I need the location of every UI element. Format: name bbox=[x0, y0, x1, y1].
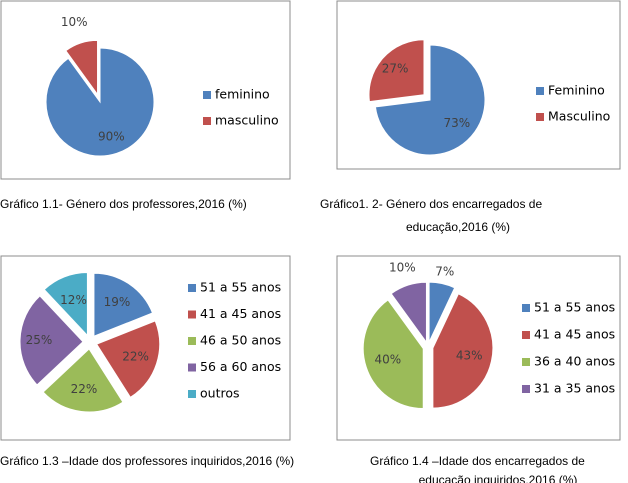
data-label: 43% bbox=[456, 349, 483, 363]
legend-label: Masculino bbox=[548, 109, 610, 124]
legend-swatch bbox=[522, 385, 530, 393]
pie-slice bbox=[368, 39, 425, 103]
legend-swatch bbox=[203, 117, 211, 125]
pie-slice bbox=[428, 281, 456, 343]
figure-caption: Gráfico1. 2- Género dos encarregados de bbox=[320, 197, 542, 211]
legend-label: 36 a 40 anos bbox=[534, 354, 615, 369]
legend-swatch bbox=[522, 358, 530, 366]
data-label: 40% bbox=[375, 353, 402, 367]
legend-label: 51 a 55 anos bbox=[534, 300, 615, 315]
pie-slice bbox=[19, 295, 84, 386]
legend-swatch bbox=[522, 304, 530, 312]
pie-slice bbox=[390, 281, 427, 344]
legend-label: 31 a 35 anos bbox=[534, 381, 615, 396]
figure-caption: Gráfico 1.1- Género dos professores,2016… bbox=[0, 197, 247, 211]
data-label: 22% bbox=[122, 349, 149, 363]
legend-label: 46 a 50 anos bbox=[200, 333, 281, 348]
legend-label: Feminino bbox=[548, 83, 605, 98]
data-label: 90% bbox=[98, 129, 125, 143]
legend-swatch bbox=[188, 310, 196, 319]
pie-slice bbox=[362, 299, 424, 410]
legend-label: masculino bbox=[215, 113, 279, 128]
legend-swatch bbox=[188, 363, 196, 372]
data-label: 10% bbox=[61, 15, 88, 29]
figure-caption: Gráfico 1.3 –Idade dos professores inqui… bbox=[0, 454, 294, 468]
legend-swatch bbox=[536, 113, 544, 121]
data-label: 19% bbox=[104, 295, 131, 309]
pie-slice bbox=[42, 348, 124, 413]
legend-label: outros bbox=[200, 386, 240, 401]
legend-swatch bbox=[188, 284, 196, 292]
data-label: 27% bbox=[382, 62, 409, 76]
data-label: 12% bbox=[60, 293, 87, 307]
pie-slice bbox=[374, 44, 486, 156]
pie-slice bbox=[95, 320, 161, 399]
data-label: 7% bbox=[435, 264, 454, 278]
legend-swatch bbox=[522, 331, 530, 339]
legend-label: 41 a 45 anos bbox=[200, 306, 281, 321]
legend-label: feminino bbox=[215, 87, 270, 102]
pie-slice bbox=[432, 293, 494, 409]
data-label: 10% bbox=[389, 261, 416, 275]
pie-slice bbox=[65, 39, 99, 96]
legend-label: 41 a 45 anos bbox=[534, 327, 615, 342]
legend-label: 56 a 60 anos bbox=[200, 359, 281, 374]
pie-slice bbox=[93, 272, 154, 337]
figure-caption: educação inquiridos,2016 (%) bbox=[419, 473, 578, 483]
data-label: 25% bbox=[26, 333, 53, 347]
legend-swatch bbox=[188, 390, 196, 398]
legend-swatch bbox=[188, 337, 196, 345]
data-label: 22% bbox=[71, 382, 98, 396]
legend-swatch bbox=[536, 87, 544, 95]
figure-caption: Gráfico 1.4 –Idade dos encarregados de bbox=[370, 454, 585, 468]
pie-slice bbox=[45, 47, 155, 157]
data-label: 73% bbox=[443, 116, 470, 130]
pie-slice bbox=[43, 271, 88, 337]
figure-caption: educação,2016 (%) bbox=[406, 220, 510, 234]
legend-swatch bbox=[203, 91, 211, 99]
legend-label: 51 a 55 anos bbox=[200, 280, 281, 295]
